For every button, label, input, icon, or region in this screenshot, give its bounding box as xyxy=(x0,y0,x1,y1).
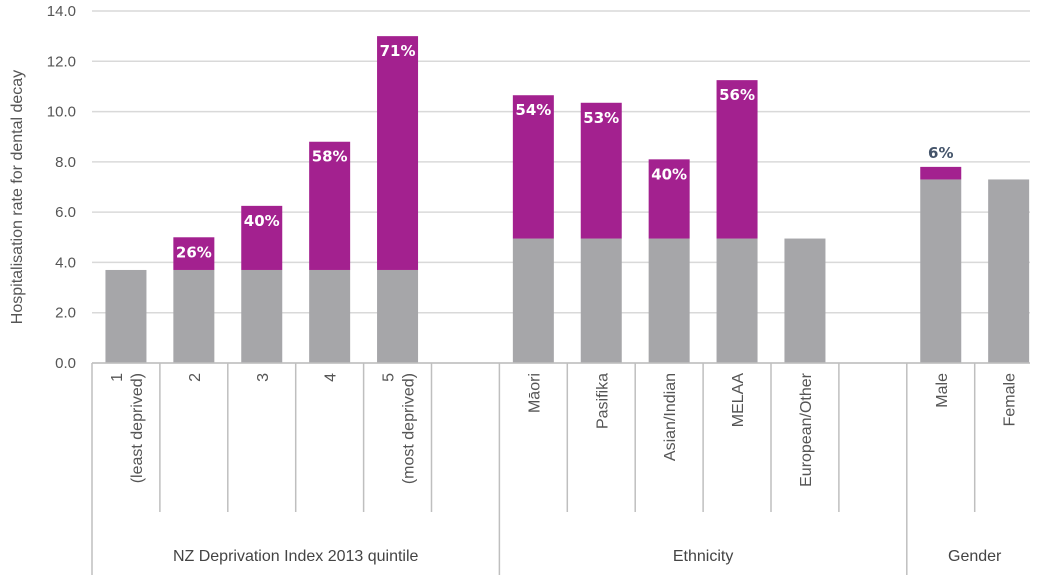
category-label: 2 xyxy=(187,373,204,382)
group-label: NZ Deprivation Index 2013 quintile xyxy=(173,548,419,565)
y-tick-label: 2.0 xyxy=(55,305,76,322)
bar-excess xyxy=(241,205,283,270)
y-tick-label: 4.0 xyxy=(55,254,76,271)
category-label: Female xyxy=(1002,373,1019,426)
y-tick-label: 6.0 xyxy=(55,204,76,221)
bar-base xyxy=(716,238,758,363)
category-label: 5 xyxy=(381,373,398,382)
category-label: 3 xyxy=(255,373,272,382)
y-axis-ticks: 0.0 2.0 4.0 6.0 8.0 10.0 12.0 14.0 xyxy=(47,3,76,372)
bar-excess xyxy=(309,141,351,270)
data-label: 40% xyxy=(244,212,280,230)
category-label: 4 xyxy=(323,373,340,382)
data-label: 6% xyxy=(928,144,953,162)
x-axis: 1 (least deprived) 2 3 4 5 (most deprived) Māor… xyxy=(91,362,1030,575)
bar-excess xyxy=(716,80,758,239)
bar-base xyxy=(920,179,962,363)
data-label: 53% xyxy=(583,109,619,127)
category-label: European/Other xyxy=(798,372,815,487)
y-axis-label: Hospitalisation rate for dental decay xyxy=(9,70,26,324)
category-label: Māori xyxy=(526,373,543,413)
data-label: 58% xyxy=(312,148,348,166)
data-label: 40% xyxy=(651,165,687,183)
category-label: Pasifika xyxy=(594,373,611,429)
y-tick-label: 10.0 xyxy=(47,104,76,121)
bar-excess xyxy=(580,102,622,239)
bar-base xyxy=(377,269,419,363)
group-label: Gender xyxy=(948,548,1002,565)
y-tick-label: 14.0 xyxy=(47,3,76,20)
gridlines xyxy=(92,10,1030,364)
bar-base xyxy=(648,238,690,363)
category-label: Asian/Indian xyxy=(662,373,679,461)
bar-base xyxy=(173,269,215,363)
bar-excess xyxy=(512,95,554,239)
y-tick-label: 12.0 xyxy=(47,53,76,70)
category-label: 1 xyxy=(109,373,126,382)
bar-base xyxy=(241,269,283,363)
bar-base xyxy=(309,269,351,363)
bar-base xyxy=(512,238,554,363)
bar-excess xyxy=(648,159,690,239)
data-labels: 26% 40% 58% 71% 54% 53% 40% 56% 6% xyxy=(176,42,954,261)
y-tick-label: 0.0 xyxy=(55,355,76,372)
category-label: (most deprived) xyxy=(401,373,418,484)
bar-base xyxy=(580,238,622,363)
category-label: (least deprived) xyxy=(129,373,146,483)
bar-base xyxy=(105,269,147,363)
bar-excess xyxy=(920,166,962,180)
category-label: MELAA xyxy=(730,373,747,428)
group-label: Ethnicity xyxy=(673,548,733,565)
data-label: 56% xyxy=(719,86,755,104)
bar-excess xyxy=(377,36,419,270)
y-tick-label: 8.0 xyxy=(55,154,76,171)
data-label: 26% xyxy=(176,243,212,261)
category-label: Male xyxy=(934,373,951,408)
bars xyxy=(105,36,1030,363)
bar-base xyxy=(784,238,826,363)
data-label: 71% xyxy=(380,42,416,60)
bar-base xyxy=(988,179,1030,363)
bar-excess xyxy=(173,237,215,270)
data-label: 54% xyxy=(515,101,551,119)
